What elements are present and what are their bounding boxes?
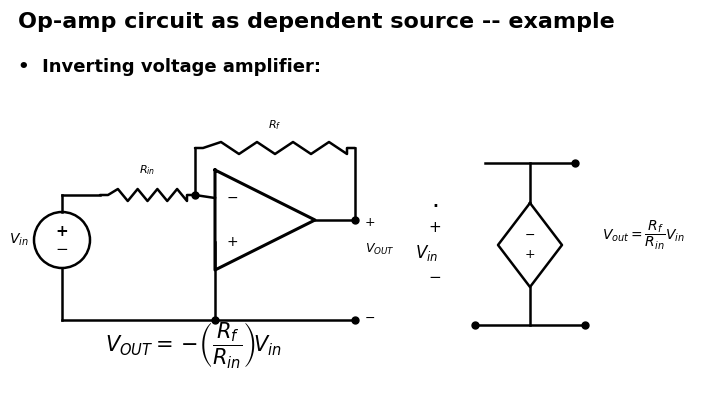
Text: Op-amp circuit as dependent source -- example: Op-amp circuit as dependent source -- ex… <box>18 12 615 32</box>
Text: +: + <box>525 249 535 262</box>
Text: +: + <box>365 215 376 228</box>
Text: +: + <box>55 224 68 239</box>
Text: $R_{in}$: $R_{in}$ <box>139 163 155 177</box>
Text: +: + <box>227 235 238 249</box>
Text: ·: · <box>431 195 439 219</box>
Text: •  Inverting voltage amplifier:: • Inverting voltage amplifier: <box>18 58 321 76</box>
Text: $V_{OUT}$: $V_{OUT}$ <box>365 242 395 257</box>
Text: −: − <box>227 191 238 205</box>
Text: $V_{in}$: $V_{in}$ <box>9 232 29 248</box>
Text: −: − <box>365 311 376 324</box>
Text: $R_f$: $R_f$ <box>269 118 282 132</box>
Text: +: + <box>428 220 441 234</box>
Text: −: − <box>525 228 535 241</box>
Text: $V_{in}$: $V_{in}$ <box>415 243 438 263</box>
Text: $V_{OUT} = -\!\left(\dfrac{R_f}{R_{in}}\right)\!V_{in}$: $V_{OUT} = -\!\left(\dfrac{R_f}{R_{in}}\… <box>105 320 282 370</box>
Text: −: − <box>428 269 441 284</box>
Text: $V_{out} = \dfrac{R_f}{R_{in}} V_{in}$: $V_{out} = \dfrac{R_f}{R_{in}} V_{in}$ <box>602 218 685 252</box>
Text: −: − <box>55 243 68 258</box>
